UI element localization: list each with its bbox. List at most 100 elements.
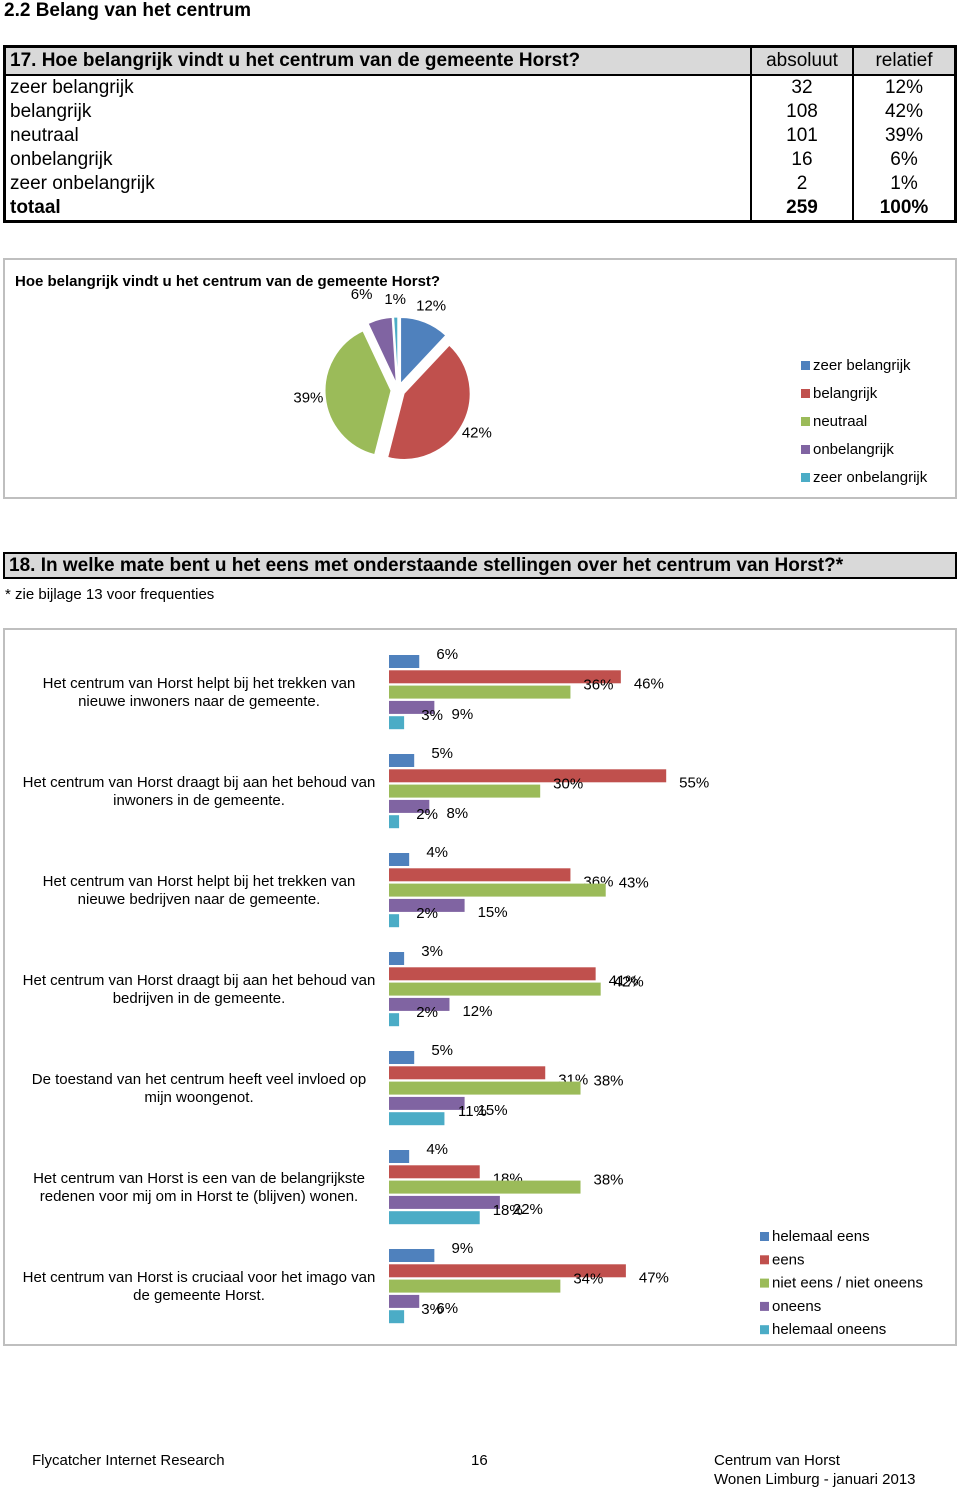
pie-slice xyxy=(387,344,471,460)
pie-slice xyxy=(367,316,397,384)
bar xyxy=(389,868,571,882)
bar xyxy=(389,784,541,798)
data-label: 5% xyxy=(431,1042,453,1059)
data-label: 12% xyxy=(462,1003,492,1020)
data-label: 18% xyxy=(493,1202,523,1219)
legend-swatch xyxy=(801,389,810,398)
legend-label: helemaal eens xyxy=(772,1228,870,1245)
data-label: 55% xyxy=(679,774,709,791)
pie-slice xyxy=(393,316,399,384)
legend-swatch xyxy=(801,445,810,454)
table-title: 17. Hoe belangrijk vindt u het centrum v… xyxy=(4,46,751,76)
data-label: 42% xyxy=(614,974,644,991)
pie-slice xyxy=(324,330,392,456)
data-label: 42% xyxy=(462,424,492,441)
bar-box xyxy=(3,628,957,1346)
bar xyxy=(389,716,405,730)
bar xyxy=(389,670,621,684)
data-label: 36% xyxy=(583,677,613,694)
table-cell: 6% xyxy=(852,148,956,172)
column-header: absoluut xyxy=(750,46,853,76)
data-label: 3% xyxy=(421,707,443,724)
table-cell: 259 xyxy=(750,196,853,222)
bar xyxy=(389,1051,415,1064)
data-label: 3% xyxy=(421,943,443,960)
table-cell: 16 xyxy=(750,148,853,172)
legend-label: onbelangrijk xyxy=(813,441,894,458)
data-label: 22% xyxy=(513,1201,543,1218)
table-cell: totaal xyxy=(10,197,61,218)
table-cell: zeer onbelangrijk xyxy=(10,173,155,194)
bar xyxy=(389,769,667,783)
data-label: 38% xyxy=(594,1073,624,1090)
table-row: totaal 259 100% xyxy=(5,196,956,222)
bar xyxy=(389,1180,581,1194)
data-label: 39% xyxy=(293,389,323,406)
category-label: Het centrum van Horst draagt bij aan het… xyxy=(22,972,376,1007)
data-label: 12% xyxy=(416,297,446,314)
bar xyxy=(389,799,430,813)
data-label: 11% xyxy=(458,1103,487,1120)
bar xyxy=(389,1150,410,1163)
table-cell: zeer belangrijk xyxy=(10,77,134,98)
bar xyxy=(389,853,410,866)
table-cell: neutraal xyxy=(10,125,79,146)
bar xyxy=(389,700,435,714)
legend-label: zeer onbelangrijk xyxy=(813,469,928,486)
table: 17. Hoe belangrijk vindt u het centrum v… xyxy=(3,45,957,223)
bar xyxy=(389,1013,400,1027)
table-row: zeer belangrijk 32 12% xyxy=(5,75,956,100)
bar xyxy=(389,1249,435,1262)
data-label: 4% xyxy=(426,1141,448,1158)
bar xyxy=(389,982,601,996)
table-cell: 1% xyxy=(852,172,956,196)
legend-swatch xyxy=(801,361,810,370)
data-label: 41% xyxy=(609,972,639,989)
data-label: 6% xyxy=(351,286,373,303)
bar xyxy=(389,967,596,981)
legend-swatch xyxy=(760,1325,769,1335)
pie-title: Hoe belangrijk vindt u het centrum van d… xyxy=(15,273,441,290)
data-label: 2% xyxy=(416,806,438,823)
bar xyxy=(389,1211,480,1225)
data-label: 46% xyxy=(634,675,664,692)
table-cell: 42% xyxy=(852,100,956,124)
legend-swatch xyxy=(760,1278,769,1288)
bar xyxy=(389,898,465,912)
legend-label: neutraal xyxy=(813,413,867,430)
question-note: * zie bijlage 13 voor frequenties xyxy=(5,586,215,603)
column-header: relatief xyxy=(852,46,956,76)
category-label: De toestand van het centrum heeft veel i… xyxy=(31,1071,367,1106)
category-label: Het centrum van Horst draagt bij aan het… xyxy=(22,774,376,809)
pie-slice xyxy=(400,316,447,385)
bar xyxy=(389,1279,561,1293)
data-label: 34% xyxy=(573,1271,603,1288)
footer-right: Centrum van Horst xyxy=(714,1452,840,1469)
pie-box xyxy=(3,258,957,499)
data-label: 15% xyxy=(478,904,508,921)
bar xyxy=(389,883,606,897)
footer-right: Wonen Limburg - januari 2013 xyxy=(714,1471,916,1488)
legend-label: belangrijk xyxy=(813,385,878,402)
table-row: zeer onbelangrijk 2 1% xyxy=(5,172,956,196)
bar xyxy=(389,685,571,699)
legend-label: niet eens / niet oneens xyxy=(772,1275,923,1292)
data-label: 9% xyxy=(452,1240,474,1257)
data-label: 1% xyxy=(384,291,406,308)
legend-label: zeer belangrijk xyxy=(813,357,911,374)
bar xyxy=(389,1112,445,1126)
data-label: 9% xyxy=(452,706,474,723)
data-label: 2% xyxy=(416,905,438,922)
table-cell: 101 xyxy=(750,124,853,148)
category-label: Het centrum van Horst is cruciaal voor h… xyxy=(22,1269,376,1304)
data-label: 8% xyxy=(446,805,468,822)
legend-swatch xyxy=(801,473,810,482)
table-cell: 32 xyxy=(750,75,853,100)
page-number: 16 xyxy=(471,1452,488,1469)
data-label: 38% xyxy=(594,1172,624,1189)
legend-label: helemaal oneens xyxy=(772,1321,886,1338)
table-cell: onbelangrijk xyxy=(10,149,113,170)
table-row: onbelangrijk 16 6% xyxy=(5,148,956,172)
bar xyxy=(389,1066,546,1080)
data-label: 6% xyxy=(436,1300,458,1317)
